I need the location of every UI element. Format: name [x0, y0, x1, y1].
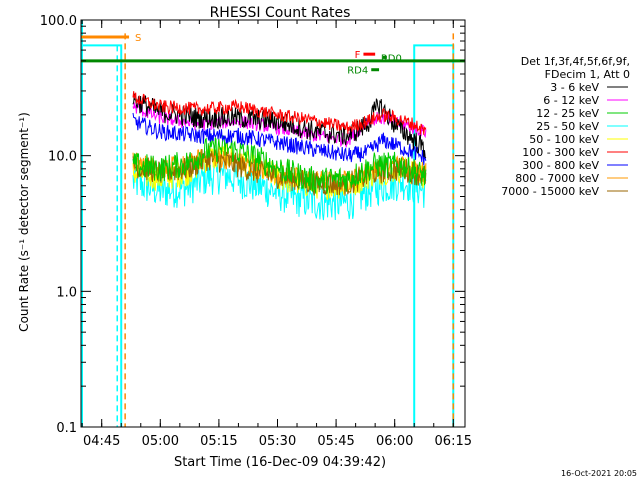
legend-label: 300 - 800 keV	[522, 159, 599, 172]
y-tick-label: 10.0	[48, 150, 77, 165]
legend-label: 800 - 7000 keV	[515, 172, 599, 185]
legend-label: 25 - 50 keV	[536, 120, 599, 133]
legend-label: 7000 - 15000 keV	[501, 185, 599, 198]
x-tick-label: 05:00	[142, 434, 179, 449]
flag-label-rd4: RD4	[347, 66, 368, 77]
cyan-level-left	[81, 44, 123, 427]
series-line-7	[132, 112, 427, 166]
flag-label-f: F	[355, 50, 361, 61]
flag-label-s: S	[135, 33, 141, 44]
chart-title: RHESSI Count Rates	[210, 5, 351, 21]
y-tick-label: 1.0	[56, 285, 77, 300]
x-tick-label: 06:15	[435, 434, 472, 449]
flag-label-rd0: RD0	[381, 53, 402, 64]
legend-label: 50 - 100 keV	[529, 133, 599, 146]
legend-label: 6 - 12 keV	[543, 94, 599, 107]
plot-frame	[80, 19, 466, 428]
x-tick-label: 05:30	[259, 434, 296, 449]
legend: Det 1f,3f,4f,5f,6f,9f,FDecim 1, Att 03 -…	[501, 55, 630, 198]
legend-header: FDecim 1, Att 0	[545, 68, 630, 81]
cyan-level-right	[413, 44, 455, 427]
x-tick-label: 05:15	[200, 434, 237, 449]
y-tick-label: 100.0	[40, 14, 77, 29]
y-axis-label: Count Rate (s⁻¹ detector segment⁻¹)	[17, 112, 31, 332]
legend-label: 3 - 6 keV	[550, 81, 599, 94]
x-tick-label: 05:45	[317, 434, 354, 449]
x-tick-label: 06:00	[376, 434, 413, 449]
legend-header: Det 1f,3f,4f,5f,6f,9f,	[521, 55, 630, 68]
series-line-3	[132, 134, 427, 194]
series-line-6	[132, 91, 427, 135]
legend-label: 12 - 25 keV	[536, 107, 599, 120]
x-axis-label: Start Time (16-Dec-09 04:39:42)	[174, 455, 386, 470]
series-line-2	[132, 102, 427, 148]
series-line-1	[132, 93, 427, 159]
y-tick-label: 0.1	[56, 421, 77, 436]
legend-label: 100 - 300 keV	[522, 146, 599, 159]
x-tick-label: 04:45	[83, 434, 120, 449]
timestamp: 16-Oct-2021 20:05	[561, 469, 637, 478]
